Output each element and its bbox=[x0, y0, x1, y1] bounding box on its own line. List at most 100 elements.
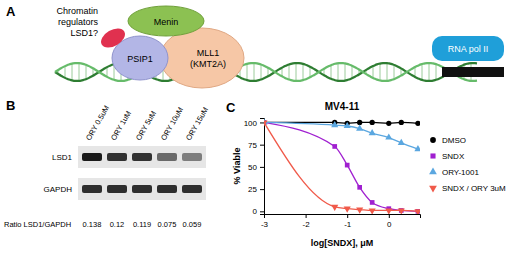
series-point bbox=[332, 144, 337, 149]
legend-label: DMSO bbox=[442, 136, 466, 145]
lane-label: ORY 15uM bbox=[184, 106, 210, 142]
y-tick-label: 0 bbox=[253, 207, 258, 216]
legend-label: SNDX / ORY 3uM bbox=[442, 184, 506, 193]
series-point bbox=[356, 125, 363, 131]
regulator-shape bbox=[98, 25, 129, 52]
series-point bbox=[331, 205, 338, 211]
series-point bbox=[385, 133, 392, 139]
y-axis-title: % Viable bbox=[232, 148, 242, 185]
dna-rung bbox=[303, 64, 304, 80]
legend-marker bbox=[430, 153, 435, 158]
x-tick-label: -2 bbox=[303, 220, 311, 229]
panel-b: BORY 0.5uMORY 1uMORY 5uMORY 10uMORY 15uM… bbox=[4, 98, 210, 229]
panel-label: C bbox=[226, 100, 236, 115]
y-tick: 50 bbox=[248, 163, 264, 172]
series-line bbox=[264, 122, 418, 211]
series-point bbox=[356, 207, 363, 213]
y-tick-mark bbox=[260, 211, 264, 212]
dna-rung bbox=[86, 65, 87, 79]
panel-label: B bbox=[6, 98, 15, 113]
menin-label: Menin bbox=[154, 17, 179, 27]
x-axis-line bbox=[265, 215, 421, 219]
dna-rung bbox=[338, 63, 339, 81]
series-line bbox=[264, 122, 418, 211]
ratio-value: 0.138 bbox=[83, 220, 102, 229]
legend-marker bbox=[429, 186, 437, 193]
series-point bbox=[357, 185, 362, 190]
dna-rung bbox=[394, 65, 395, 79]
polymerase-label: RNA pol II bbox=[448, 44, 489, 54]
y-axis-line bbox=[260, 119, 265, 215]
lsd1-band bbox=[132, 153, 152, 161]
legend-marker bbox=[430, 137, 436, 143]
x-tick-mark bbox=[306, 214, 307, 218]
panel-a: AMLL1(KMT2A)PSIP1MeninChromatinregulator… bbox=[6, 4, 504, 88]
x-tick: -1 bbox=[344, 214, 352, 229]
dna-rung bbox=[422, 64, 423, 80]
ratio-value: 0.119 bbox=[133, 220, 151, 229]
row-label: GAPDH bbox=[44, 185, 73, 194]
x-axis: -3 -2 -1 0 bbox=[261, 214, 421, 229]
y-tick: 75 bbox=[248, 141, 264, 150]
series-point bbox=[369, 208, 376, 214]
legend: DMSOSNDXORY-1001SNDX / ORY 3uM bbox=[429, 136, 506, 193]
chart-title: MV4-11 bbox=[325, 101, 360, 112]
series-point bbox=[344, 207, 351, 213]
lane-label: ORY 0.5uM bbox=[84, 104, 111, 142]
series-point bbox=[264, 120, 268, 126]
y-tick: 25 bbox=[248, 185, 264, 194]
series-line bbox=[264, 122, 418, 149]
series-point bbox=[399, 120, 404, 125]
blot-background bbox=[78, 146, 206, 168]
x-tick: -2 bbox=[303, 214, 311, 229]
dna-rung bbox=[72, 64, 73, 81]
y-axis: 0 25 50 75 100 bbox=[244, 119, 265, 217]
menin-shape bbox=[128, 6, 204, 36]
gapdh-band bbox=[132, 185, 152, 193]
series-point bbox=[331, 121, 338, 127]
dna-rung bbox=[352, 66, 353, 79]
legend-label: ORY-1001 bbox=[442, 168, 479, 177]
y-tick-mark bbox=[260, 189, 264, 190]
dna-rung bbox=[247, 64, 248, 80]
mll1-shape bbox=[160, 28, 244, 88]
mll1-label: MLL1 bbox=[197, 48, 220, 58]
dna-rung bbox=[289, 64, 290, 79]
series-point bbox=[414, 209, 420, 214]
gapdh-band bbox=[82, 185, 102, 193]
dna-rung bbox=[415, 67, 416, 77]
dna-rung bbox=[380, 64, 381, 81]
dna-rung bbox=[387, 63, 388, 81]
x-tick-mark bbox=[389, 214, 390, 218]
y-tick-mark bbox=[260, 167, 264, 168]
gapdh-band bbox=[157, 185, 177, 193]
lane-label: ORY 10uM bbox=[159, 106, 185, 142]
y-tick-label: 75 bbox=[248, 141, 257, 150]
legend-marker bbox=[429, 168, 437, 175]
polymerase-shape bbox=[432, 36, 504, 61]
series-point bbox=[398, 139, 405, 145]
y-tick: 100 bbox=[244, 119, 264, 128]
row-label: LSD1 bbox=[52, 153, 73, 162]
dna-rung bbox=[310, 67, 311, 78]
psip1-label: PSIP1 bbox=[127, 54, 153, 64]
series-point bbox=[370, 120, 375, 125]
figure: AMLL1(KMT2A)PSIP1MeninChromatinregulator… bbox=[0, 0, 520, 260]
x-tick-label: 0 bbox=[387, 220, 392, 229]
x-tick-label: -1 bbox=[344, 220, 352, 229]
x-tick: -3 bbox=[261, 214, 269, 229]
dna-rung bbox=[373, 66, 374, 78]
series-point bbox=[385, 208, 392, 214]
series-point bbox=[414, 145, 420, 151]
ratio-value: 0.059 bbox=[183, 220, 202, 229]
dna-rung bbox=[436, 64, 437, 80]
series-point bbox=[369, 129, 376, 135]
series-point bbox=[415, 121, 420, 126]
regulator-label: Chromatin bbox=[56, 6, 98, 16]
panel-label: A bbox=[6, 4, 16, 19]
dna-rung bbox=[331, 65, 332, 79]
y-tick-label: 100 bbox=[244, 119, 258, 128]
mll1-label: (KMT2A) bbox=[190, 59, 226, 69]
blot-background bbox=[78, 178, 206, 200]
lane-label: ORY 5uM bbox=[134, 109, 158, 142]
